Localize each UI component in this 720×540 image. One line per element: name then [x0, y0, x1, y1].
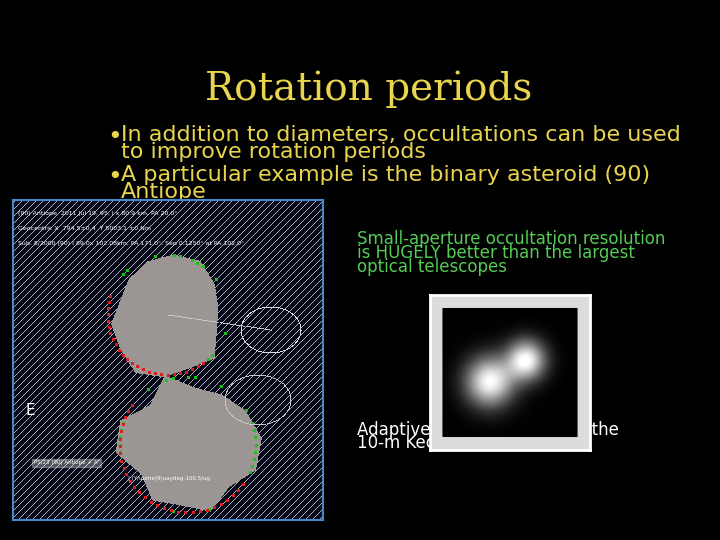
Text: to improve rotation periods: to improve rotation periods	[121, 142, 426, 162]
Text: Rotation periods: Rotation periods	[205, 71, 533, 108]
Text: 10-m Keck telescope: 10-m Keck telescope	[357, 434, 531, 453]
Text: PS/23 (90) Antiope + A°: PS/23 (90) Antiope + A°	[34, 461, 100, 465]
Text: Antiope: Antiope	[121, 182, 207, 202]
Text: Adaptive optics image from the: Adaptive optics image from the	[357, 421, 619, 438]
Text: optical telescopes: optical telescopes	[357, 258, 508, 276]
Text: Sub. 8/2000 (90) I 89.0x 102.08km, PA 171.0°. Sep 0.1250° at PA 102.0°: Sub. 8/2000 (90) I 89.0x 102.08km, PA 17…	[19, 240, 245, 246]
Text: (90) Antiope  2011 Jul 19, 95, l x 80.9 km, PA 20.0°: (90) Antiope 2011 Jul 19, 95, l x 80.9 k…	[19, 211, 178, 215]
Text: is HUGELY better than the largest: is HUGELY better than the largest	[357, 244, 635, 262]
Text: E: E	[25, 403, 35, 418]
Text: A particular example is the binary asteroid (90): A particular example is the binary aster…	[121, 165, 650, 185]
Text: Small-aperture occultation resolution: Small-aperture occultation resolution	[357, 231, 666, 248]
Text: Geocentric X  794.5±0.4  Y 5003.1 ±0.Nm: Geocentric X 794.5±0.4 Y 5003.1 ±0.Nm	[19, 226, 151, 231]
Text: •: •	[107, 125, 122, 149]
Text: •: •	[107, 165, 122, 189]
Text: In addition to diameters, occultations can be used: In addition to diameters, occultations c…	[121, 125, 680, 145]
Text: | (Y/uume)9(uaydag-100.5/ug: | (Y/uume)9(uaydag-100.5/ug	[127, 476, 210, 481]
